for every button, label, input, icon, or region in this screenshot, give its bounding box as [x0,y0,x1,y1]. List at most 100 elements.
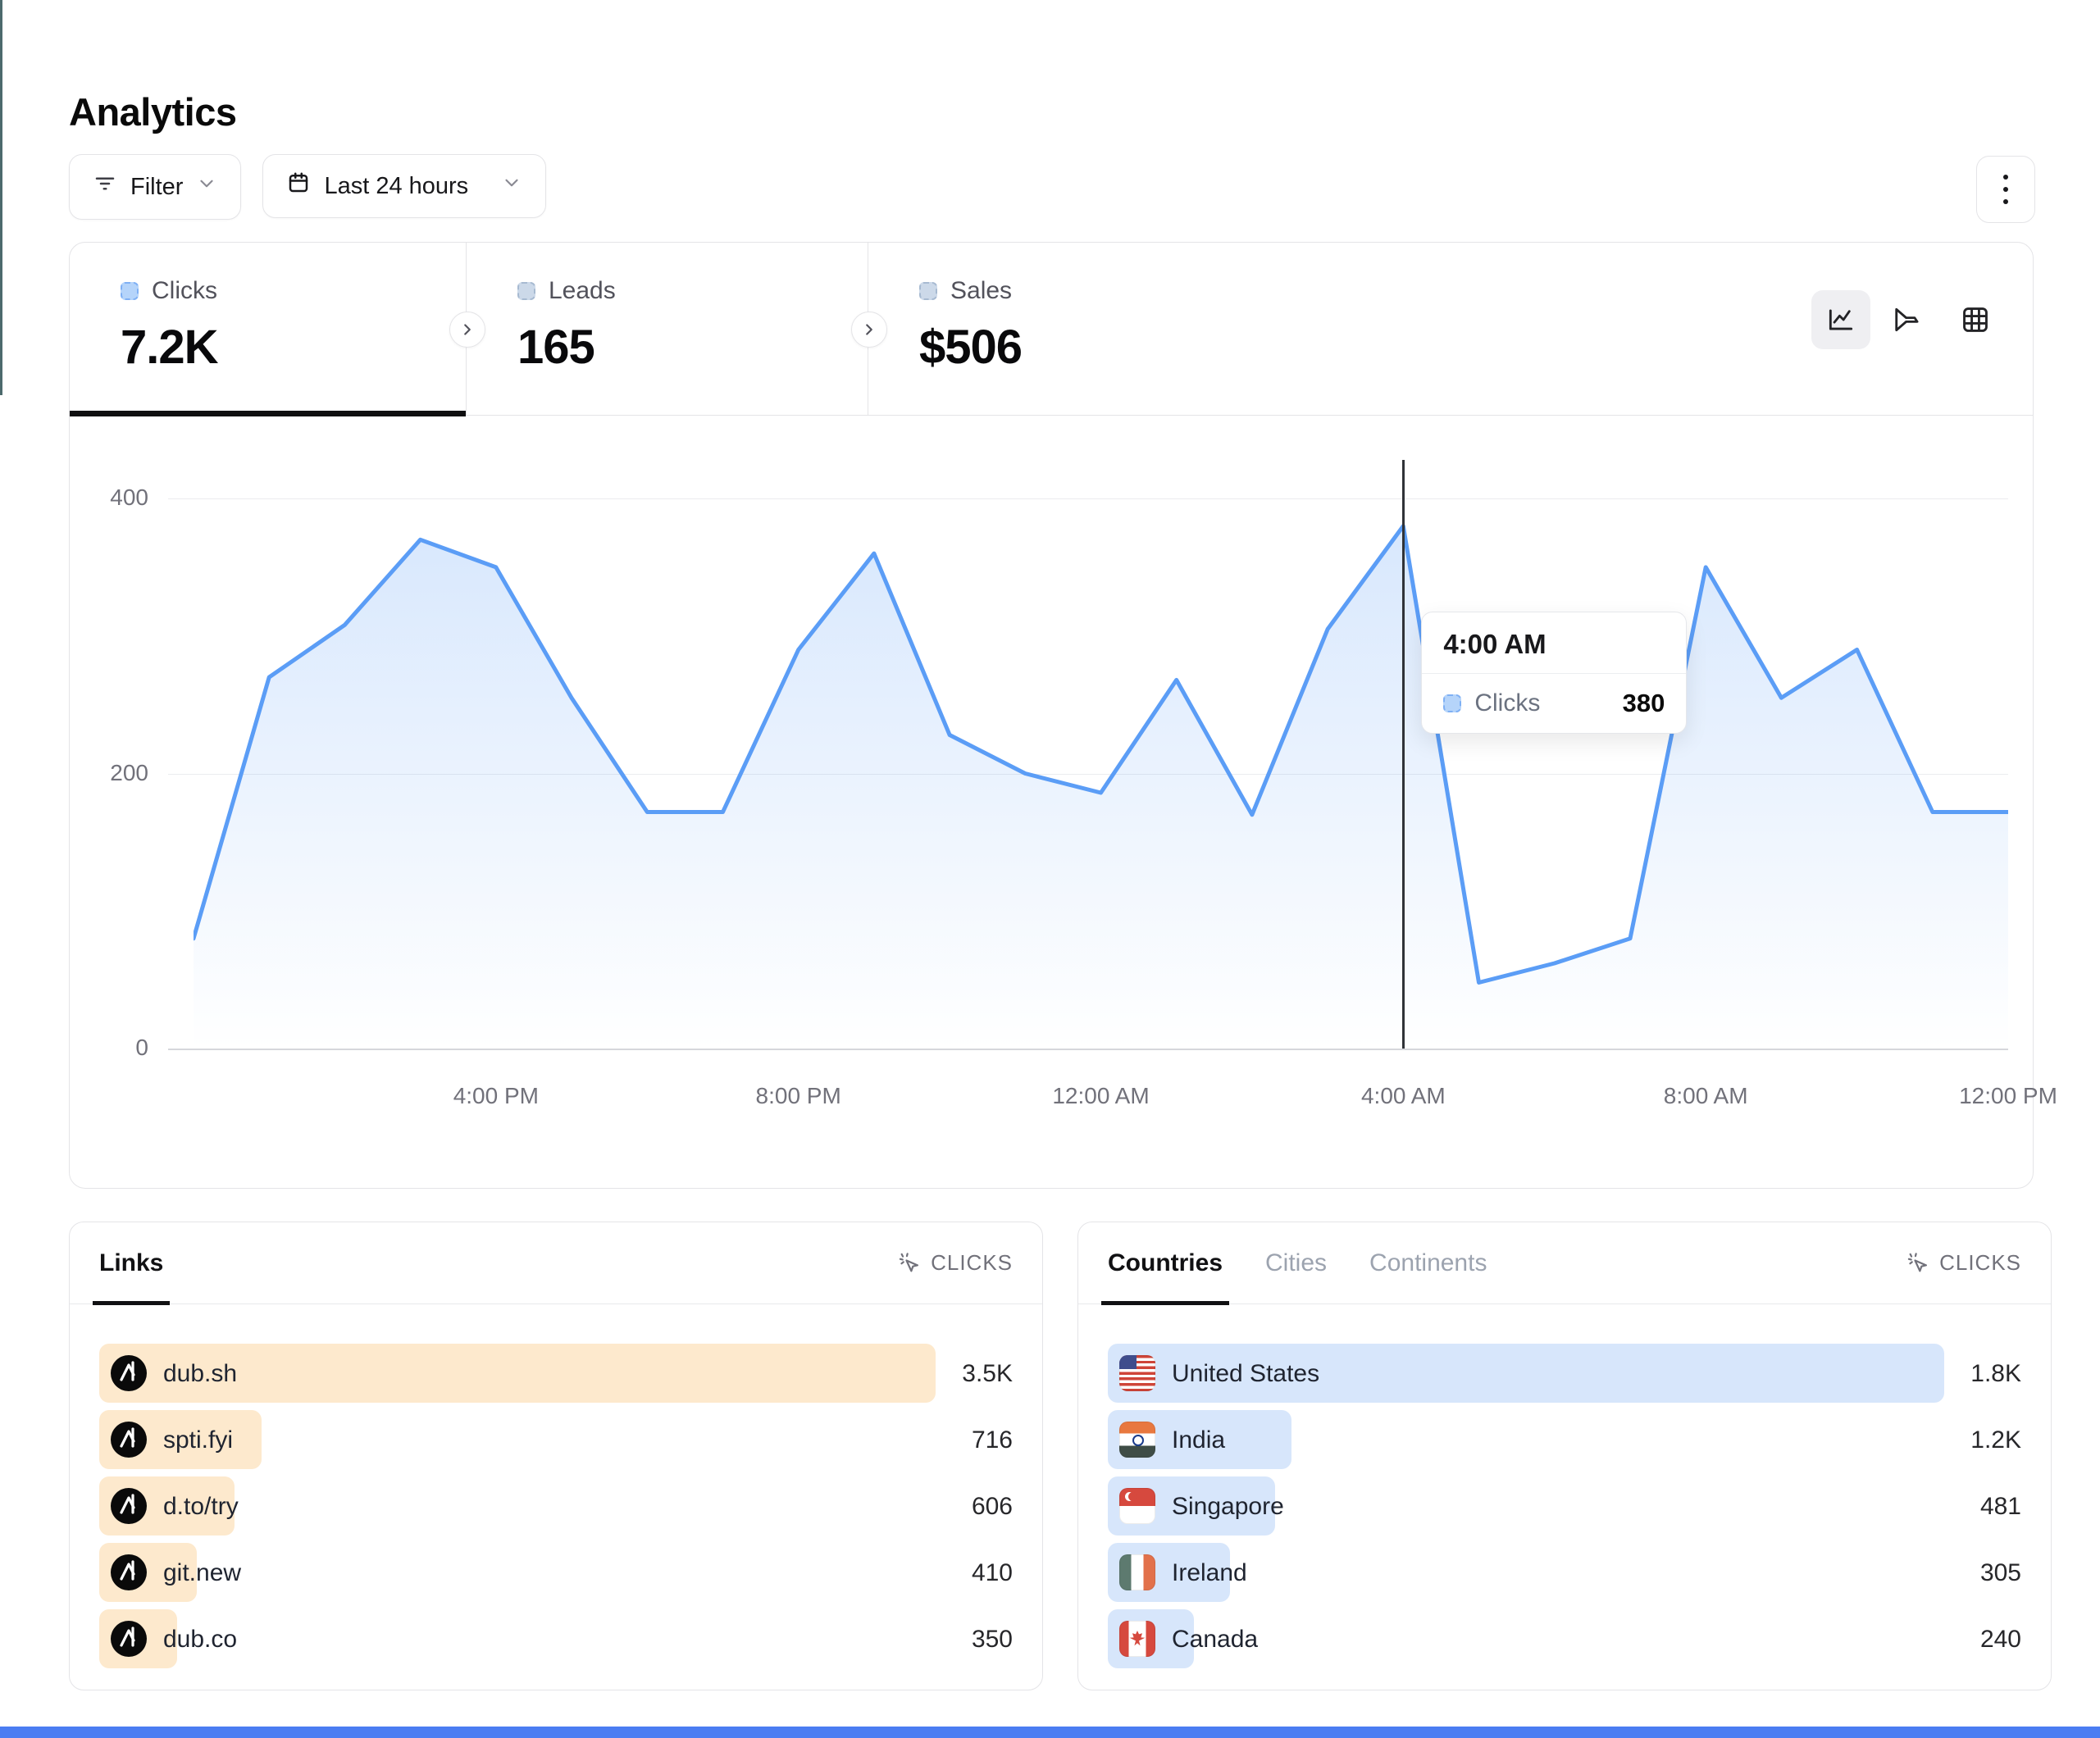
date-range-label: Last 24 hours [324,172,469,199]
flag-ie-icon [1119,1554,1155,1590]
table-view-button[interactable] [1946,290,2005,349]
tab-clicks[interactable]: Clicks 7.2K [70,243,467,416]
link-row[interactable]: git.new 410 [99,1540,1013,1606]
country-label: India [1172,1426,1226,1454]
gridline-y200 [168,773,2008,775]
country-row[interactable]: Ireland 305 [1108,1540,2021,1606]
expand-clicks-button[interactable] [449,312,485,348]
country-value: 481 [1979,1493,2021,1520]
link-row[interactable]: dub.co 350 [99,1606,1013,1672]
leads-value: 165 [517,321,595,374]
links-metric-header: CLICKS [931,1250,1013,1275]
tab-continents[interactable]: Continents [1369,1249,1487,1276]
table-grid-icon [1963,307,1988,332]
gridline-y400 [168,498,2008,499]
x-axis-tick: 8:00 PM [755,1083,841,1108]
filter-button[interactable]: Filter [69,154,242,220]
country-value: 305 [1979,1559,2021,1586]
metric-label: Leads [549,277,616,304]
expand-leads-button[interactable] [851,312,887,348]
tab-sales[interactable]: Sales $506 [868,243,2033,415]
gridline-y0 [168,1049,2008,1050]
tooltip-series-label: Clicks [1474,689,1541,717]
links-panel-header: Links CLICKS [70,1222,1042,1305]
country-row[interactable]: United States 1.8K [1108,1340,2021,1407]
x-axis-tick: 8:00 AM [1663,1083,1748,1108]
dub-logo-icon [111,1554,147,1590]
kebab-icon [2003,175,2008,180]
cursor-click-icon [899,1252,919,1272]
tab-countries[interactable]: Countries [1100,1222,1230,1305]
calendar-icon [286,171,311,202]
link-label: git.new [163,1559,242,1586]
area-chart-svg[interactable] [194,460,2008,1049]
clicks-value: 7.2K [121,321,219,374]
link-label: dub.sh [163,1360,238,1387]
dub-logo-icon [111,1422,147,1458]
clicks-swatch-icon [121,282,139,300]
filter-icon [93,171,117,202]
x-axis-tick: 12:00 AM [1052,1083,1150,1108]
link-label: dub.co [163,1626,238,1653]
chevron-down-icon [501,172,522,200]
links-metric-selector[interactable]: CLICKS [898,1250,1013,1276]
country-row[interactable]: Canada 240 [1108,1606,2021,1672]
date-range-button[interactable]: Last 24 hours [262,154,547,218]
link-value: 410 [971,1559,1013,1586]
funnel-icon [1895,307,1919,332]
leads-swatch-icon [517,282,535,300]
link-value: 606 [971,1493,1013,1520]
x-axis-tick: 12:00 PM [1959,1083,2057,1108]
y-axis-tick: 0 [135,1035,148,1060]
country-value: 1.8K [1970,1360,2021,1387]
country-label: Singapore [1172,1493,1284,1520]
geo-panel-header: Countries Cities Continents CLICKS [1078,1222,2051,1305]
link-label: spti.fyi [163,1426,234,1454]
clicks-line [194,524,2008,985]
view-switcher [1811,290,2005,349]
dub-logo-icon [111,1355,147,1391]
country-label: Ireland [1172,1559,1247,1586]
geo-rows: United States 1.8K India 1.2K Singapore 481 Ir… [1108,1340,2021,1672]
country-row[interactable]: India 1.2K [1108,1407,2021,1473]
links-rows: dub.sh 3.5K spti.fyi 716 d.to/try 606 git.new 4… [99,1340,1013,1672]
y-axis-tick: 400 [110,485,148,510]
link-row[interactable]: dub.sh 3.5K [99,1340,1013,1407]
line-chart-view-button[interactable] [1811,290,1870,349]
tooltip-swatch-icon [1443,694,1462,712]
sales-swatch-icon [919,282,937,300]
x-axis-tick: 4:00 AM [1360,1083,1446,1108]
link-value: 716 [971,1426,1013,1454]
geo-metric-header: CLICKS [1939,1250,2021,1275]
geo-metric-selector[interactable]: CLICKS [1906,1250,2021,1276]
links-panel: Links CLICKS dub.sh 3.5K spti.fyi 716 d.to/t… [69,1222,1043,1690]
country-value: 1.2K [1970,1426,2021,1454]
geo-panel: Countries Cities Continents CLICKS Unite… [1077,1222,2052,1690]
x-axis-tick: 4:00 PM [453,1083,539,1108]
country-row[interactable]: Singapore 481 [1108,1473,2021,1540]
tab-leads[interactable]: Leads 165 [467,243,868,415]
dub-logo-icon [111,1488,147,1524]
metric-label: Clicks [152,277,217,304]
link-label: d.to/try [163,1493,239,1520]
tab-cities[interactable]: Cities [1265,1249,1328,1276]
chevron-right-icon [464,324,471,335]
more-options-button[interactable] [1976,156,2035,223]
link-row[interactable]: spti.fyi 716 [99,1407,1013,1473]
line-chart-icon [1829,309,1853,330]
chevron-down-icon [196,173,217,201]
funnel-view-button[interactable] [1879,290,1938,349]
metric-label: Sales [950,277,1013,304]
tab-links[interactable]: Links [92,1222,171,1305]
sales-value: $506 [919,321,1023,374]
filter-button-label: Filter [130,173,184,200]
country-value: 240 [1979,1626,2021,1653]
value-bar [99,1344,936,1403]
country-label: Canada [1172,1626,1259,1653]
value-bar [1108,1344,1944,1403]
toolbar: Filter Last 24 hours [69,154,547,220]
analytics-card: Clicks 7.2K Leads 165 Sales $506 [69,242,2057,1189]
page-title: Analytics [69,90,237,134]
link-row[interactable]: d.to/try 606 [99,1473,1013,1540]
